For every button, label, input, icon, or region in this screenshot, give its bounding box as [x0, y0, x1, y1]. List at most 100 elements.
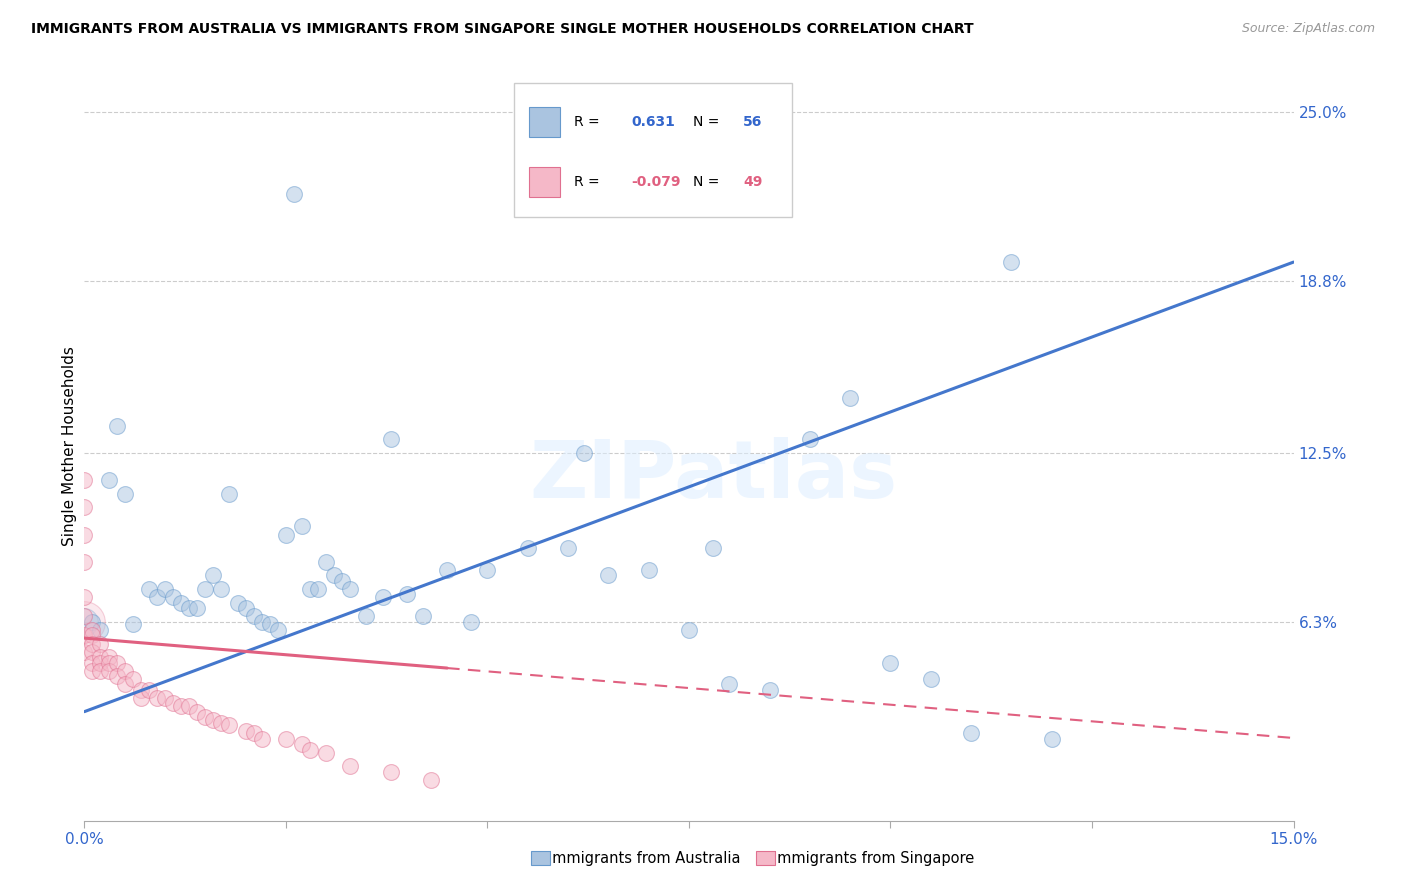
Point	[73, 609, 96, 624]
Point	[598, 568, 620, 582]
Point	[1040, 731, 1063, 746]
Point	[557, 541, 579, 556]
Point	[73, 473, 96, 487]
Point	[114, 664, 136, 678]
Point	[73, 500, 96, 515]
Point	[129, 682, 152, 697]
Point	[1000, 255, 1022, 269]
Point	[242, 726, 264, 740]
Point	[339, 759, 361, 773]
Point	[82, 645, 104, 659]
Point	[209, 582, 232, 596]
Point	[97, 473, 120, 487]
Point	[235, 723, 257, 738]
Point	[250, 615, 273, 629]
Y-axis label: Single Mother Households: Single Mother Households	[62, 346, 77, 546]
Point	[73, 591, 96, 605]
Point	[920, 672, 942, 686]
Point	[170, 596, 193, 610]
Text: 49: 49	[744, 175, 762, 189]
Point	[89, 664, 111, 678]
Point	[339, 582, 361, 596]
Point	[97, 664, 120, 678]
Point	[516, 541, 538, 556]
Point	[82, 656, 104, 670]
Point	[82, 628, 104, 642]
Point	[235, 601, 257, 615]
Text: IMMIGRANTS FROM AUSTRALIA VS IMMIGRANTS FROM SINGAPORE SINGLE MOTHER HOUSEHOLDS : IMMIGRANTS FROM AUSTRALIA VS IMMIGRANTS …	[31, 22, 973, 37]
Point	[114, 486, 136, 500]
Point	[73, 645, 96, 659]
Point	[194, 710, 217, 724]
Point	[436, 563, 458, 577]
Text: Immigrants from Australia: Immigrants from Australia	[534, 851, 741, 865]
Point	[218, 486, 240, 500]
Point	[283, 186, 305, 201]
Point	[114, 677, 136, 691]
Point	[572, 446, 595, 460]
Point	[412, 609, 434, 624]
Point	[718, 677, 741, 691]
Point	[179, 699, 201, 714]
Point	[395, 587, 418, 601]
Point	[73, 555, 96, 569]
Point	[315, 555, 337, 569]
Text: N =: N =	[693, 115, 723, 129]
Text: Source: ZipAtlas.com: Source: ZipAtlas.com	[1241, 22, 1375, 36]
Point	[637, 563, 659, 577]
Point	[242, 609, 264, 624]
Point	[879, 656, 901, 670]
Point	[105, 418, 128, 433]
Point	[121, 617, 143, 632]
Point	[162, 697, 184, 711]
Text: 56: 56	[744, 115, 762, 129]
Point	[82, 623, 104, 637]
FancyBboxPatch shape	[513, 83, 792, 218]
Point	[186, 601, 208, 615]
Point	[73, 628, 96, 642]
Text: -0.079: -0.079	[631, 175, 681, 189]
Bar	[529, 168, 560, 197]
Point	[162, 591, 184, 605]
Point	[105, 669, 128, 683]
Point	[209, 715, 232, 730]
Point	[299, 743, 322, 757]
Point	[179, 601, 201, 615]
Point	[226, 596, 249, 610]
Point	[129, 691, 152, 706]
Point	[97, 656, 120, 670]
Point	[274, 731, 297, 746]
Point	[307, 582, 329, 596]
Point	[315, 746, 337, 760]
Point	[82, 664, 104, 678]
Point	[477, 563, 499, 577]
Text: N =: N =	[693, 175, 723, 189]
Point	[105, 656, 128, 670]
Point	[291, 737, 314, 751]
Point	[153, 582, 176, 596]
Text: R =: R =	[574, 175, 605, 189]
Point	[380, 764, 402, 779]
Point	[146, 591, 169, 605]
Point	[371, 591, 394, 605]
Point	[702, 541, 724, 556]
Point	[299, 582, 322, 596]
Point	[758, 682, 780, 697]
Point	[250, 731, 273, 746]
Point	[82, 615, 104, 629]
Point	[97, 650, 120, 665]
Point	[194, 582, 217, 596]
Point	[218, 718, 240, 732]
Point	[330, 574, 353, 588]
Point	[839, 392, 862, 406]
Point	[291, 519, 314, 533]
Point	[380, 432, 402, 446]
Point	[73, 615, 96, 629]
Point	[89, 636, 111, 650]
Text: ZIPatlas: ZIPatlas	[529, 437, 897, 515]
Point	[678, 623, 700, 637]
Point	[121, 672, 143, 686]
Point	[138, 582, 160, 596]
Point	[73, 527, 96, 541]
Point	[259, 617, 281, 632]
